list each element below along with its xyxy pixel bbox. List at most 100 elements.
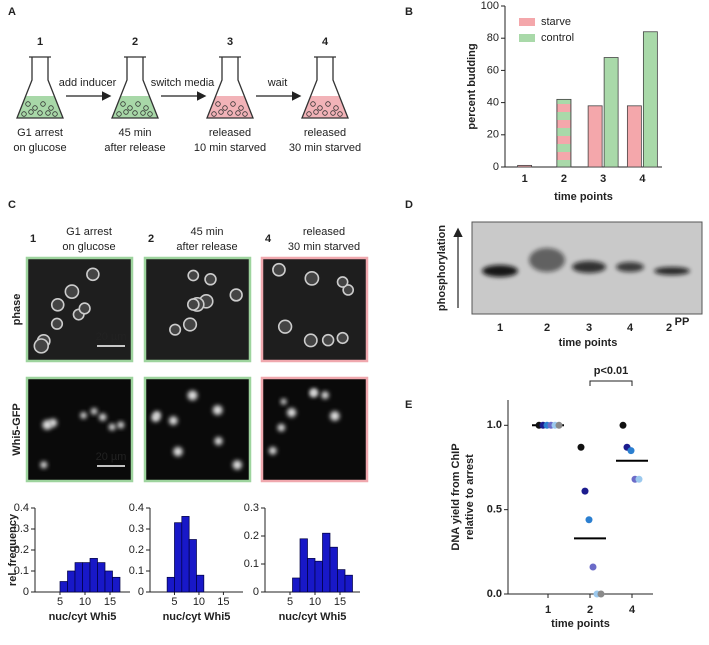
- cell: [277, 423, 286, 432]
- panel-label: C: [8, 199, 16, 211]
- y-tick-label: 0.4: [14, 502, 29, 514]
- lane-label: 2: [666, 322, 672, 334]
- cell: [140, 110, 146, 116]
- cell: [333, 105, 339, 111]
- cell: [268, 446, 277, 455]
- cell: [204, 273, 217, 286]
- point: [619, 421, 627, 429]
- cell: [187, 269, 200, 282]
- y-tick-label: 0.1: [129, 565, 144, 577]
- cell: [28, 109, 34, 115]
- flask: [206, 57, 254, 119]
- bar: [307, 558, 316, 593]
- cell: [218, 109, 224, 115]
- y-tick-label: 0: [493, 161, 499, 173]
- column-title: G1 arrest: [66, 226, 112, 238]
- x-tick-label: 5: [57, 596, 63, 608]
- cell: [186, 298, 200, 311]
- cell: [325, 101, 331, 107]
- cell: [336, 331, 349, 345]
- step-number: 4: [322, 36, 329, 48]
- bar: [344, 574, 353, 593]
- x-tick-label: 4: [639, 173, 646, 185]
- cell: [147, 111, 153, 117]
- step-number: 2: [132, 36, 138, 48]
- row-label: Whi5-GFP: [11, 403, 23, 456]
- y-tick-label: 0.2: [14, 544, 29, 556]
- point: [577, 443, 585, 451]
- cell: [182, 317, 198, 332]
- annotation: p<0.01: [594, 365, 629, 377]
- band: [572, 261, 606, 273]
- bar: [82, 562, 91, 593]
- scale-bar-label: 20 µm: [96, 331, 127, 343]
- bar: [181, 516, 190, 593]
- panel-label: D: [405, 199, 413, 211]
- bar: [104, 570, 113, 593]
- scale-bar-label: 20 µm: [96, 451, 127, 463]
- bar: [67, 570, 76, 593]
- cell: [342, 284, 355, 296]
- band: [654, 267, 690, 275]
- cell: [98, 413, 107, 421]
- cell: [169, 323, 182, 336]
- y-tick-label: 0.3: [244, 502, 259, 514]
- y-tick-label: 0: [138, 586, 144, 598]
- bar: [517, 164, 533, 168]
- y-tick-label: 20: [487, 129, 499, 141]
- point: [627, 447, 635, 455]
- y-tick-label: 0.3: [14, 523, 29, 535]
- bar: [174, 522, 183, 593]
- point: [585, 516, 593, 524]
- bar: [292, 577, 301, 593]
- panel-label: B: [405, 6, 413, 18]
- bar: [642, 31, 658, 168]
- bar: [603, 57, 619, 168]
- cell: [317, 105, 323, 111]
- cell: [50, 317, 64, 330]
- y-tick-label: 0.2: [129, 544, 144, 556]
- cell: [187, 390, 198, 401]
- micrograph: [143, 376, 252, 483]
- bar: [74, 562, 83, 593]
- legend-swatch: [519, 34, 535, 42]
- column-number: 4: [265, 233, 272, 245]
- step-number: 3: [227, 36, 233, 48]
- y-tick-label: 0: [253, 586, 259, 598]
- band: [529, 248, 565, 272]
- cell: [132, 110, 138, 116]
- cell: [86, 267, 100, 282]
- cell: [64, 284, 80, 299]
- point: [581, 487, 589, 495]
- cell: [304, 270, 320, 286]
- arrow-label: switch media: [151, 77, 215, 89]
- x-axis-label: nuc/cyt Whi5: [49, 611, 117, 623]
- cell: [321, 391, 329, 399]
- cell: [230, 101, 236, 107]
- cell: [151, 413, 160, 423]
- cell: [322, 110, 328, 116]
- cell: [330, 110, 336, 116]
- flask: [16, 57, 64, 119]
- cell: [123, 109, 129, 115]
- band: [482, 265, 518, 277]
- cell: [90, 407, 98, 415]
- cell: [80, 412, 87, 419]
- column-number: 1: [30, 233, 36, 245]
- x-axis-label: time points: [551, 618, 610, 630]
- bar: [556, 98, 572, 168]
- bar: [188, 539, 197, 593]
- y-tick-label: 100: [481, 0, 499, 12]
- y-axis-label: percent budding: [466, 43, 478, 129]
- x-tick-label: 15: [104, 596, 116, 608]
- cell: [336, 276, 349, 288]
- bar: [97, 562, 106, 593]
- x-tick-label: 2: [587, 604, 593, 616]
- point: [589, 563, 597, 571]
- bar: [626, 105, 642, 168]
- cell: [286, 407, 297, 418]
- step-caption: 10 min starved: [194, 142, 266, 154]
- bar: [329, 546, 338, 593]
- column-title: after release: [176, 241, 237, 253]
